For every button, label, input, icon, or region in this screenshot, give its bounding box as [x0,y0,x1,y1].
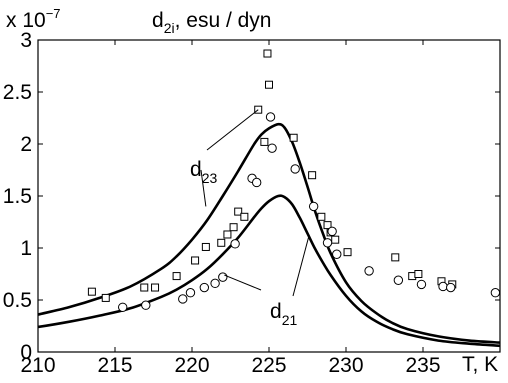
square-marker [223,230,232,239]
square-marker [217,238,226,247]
square-marker [265,80,273,89]
square-marker [87,287,96,296]
y-tick-label: 1 [20,237,32,260]
x-tick-label: 230 [328,354,363,377]
annotation-leader-d23-curve [200,169,207,207]
circle-marker [322,238,333,248]
circle-marker [364,266,374,276]
circle-marker [393,275,404,285]
y-tick-label: 2.5 [3,81,32,104]
chart-title: d2i, esu / dyn [152,9,271,36]
x-tick-label: 235 [405,354,440,377]
square-marker [201,242,210,251]
square-marker [101,293,110,302]
annotation-d21: d21 [270,300,297,328]
y-tick-label: 0 [20,341,32,364]
circle-marker [290,164,300,174]
square-marker [317,212,326,221]
circle-marker [178,294,188,304]
square-marker [151,283,160,292]
x-tick-label: 225 [251,354,286,377]
circle-marker [210,278,220,289]
circle-marker [265,112,276,122]
circle-marker [446,282,456,293]
square-marker [140,283,149,292]
square-marker [391,253,400,262]
y-tick-label: 0.5 [3,289,32,312]
circle-marker [308,201,319,212]
square-marker [172,272,181,281]
circle-marker [185,288,196,298]
circle-marker [490,288,500,298]
square-marker [240,212,249,221]
square-marker [308,171,317,180]
square-marker [229,223,238,232]
annotation-leader-d21-curve [292,235,310,297]
square-marker [343,248,352,257]
y-tick-label: 3 [20,29,32,52]
y-tick-label: 1.5 [3,185,32,208]
square-marker [289,133,298,142]
circle-marker [199,282,210,293]
circle-marker [332,249,342,259]
circle-marker [251,177,262,188]
y-tick-label: 2 [20,133,32,156]
circle-marker [327,226,337,237]
circle-marker [438,281,448,292]
annotation-leader-d23-markers [206,109,259,151]
circle-marker [141,300,151,310]
plot-area: 210 215 220 225 230 235 0 0.5 1 1.5 2 2.5 3 [3,29,501,377]
circle-marker [230,239,240,249]
square-marker [263,49,272,58]
square-marker [331,235,340,244]
square-marker [191,256,200,265]
annotation-d23: d23 [190,158,217,186]
circle-marker [267,143,277,153]
annotation-leader-d21-markers [224,274,262,291]
multiplier-text: x 10−7 [6,6,61,32]
square-marker [414,270,423,278]
curve-d21 [38,194,500,348]
x-tick-label: 215 [97,354,132,377]
curve-d23 [38,122,500,344]
data-layer [38,49,500,348]
x-axis-label: T, K [462,353,498,376]
circle-marker [218,272,228,282]
circle-marker [416,279,427,290]
x-tick-label: 210 [20,354,55,377]
x-tick-label: 220 [174,354,209,377]
square-marker [260,137,269,146]
square-marker [234,207,243,216]
circle-marker [118,302,128,312]
